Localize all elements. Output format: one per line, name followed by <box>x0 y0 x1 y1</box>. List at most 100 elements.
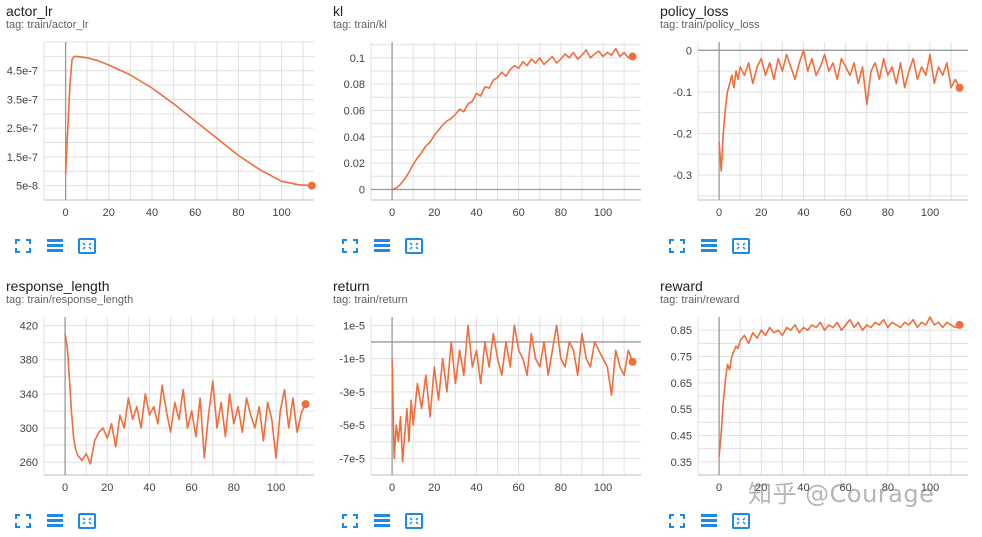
x-tick-label: 60 <box>513 482 525 494</box>
y-tick-label: 0 <box>686 45 692 57</box>
chart-card-actor-lr: actor_lr tag: train/actor_lr 0 20 40 60 80 10… <box>0 0 322 262</box>
chart-title: policy_loss <box>660 3 729 19</box>
fit-domain-icon <box>732 238 750 254</box>
y-tick-label: -3e-5 <box>339 387 365 399</box>
x-tick-label: 20 <box>428 207 440 219</box>
x-tick-label: 100 <box>594 482 612 494</box>
x-tick-label: 20 <box>755 207 767 219</box>
data-table-button[interactable] <box>44 236 66 256</box>
x-tick-label: 80 <box>232 207 244 219</box>
y-tick-label: 0.02 <box>344 158 365 170</box>
x-tick-label: 40 <box>470 482 482 494</box>
x-tick-label: 0 <box>63 207 69 219</box>
series-end-point <box>955 83 964 92</box>
series-end-point <box>955 320 964 329</box>
data-table-button[interactable] <box>698 511 720 531</box>
fullscreen-icon <box>15 239 31 253</box>
chart-title: response_length <box>6 278 110 294</box>
x-tick-label: 60 <box>513 207 525 219</box>
fullscreen-button[interactable] <box>666 511 688 531</box>
y-tick-label: 3.5e-7 <box>7 94 38 106</box>
x-tick-label: 40 <box>797 482 809 494</box>
y-tick-label: 0.45 <box>671 431 692 443</box>
x-tick-label: 0 <box>389 482 395 494</box>
data-table-icon <box>47 239 63 252</box>
data-table-button[interactable] <box>371 511 393 531</box>
fit-domain-button[interactable] <box>730 511 752 531</box>
fit-domain-button[interactable] <box>403 511 425 531</box>
x-tick-label: 100 <box>921 482 939 494</box>
y-tick-label: -1e-5 <box>339 354 365 366</box>
y-tick-label: 4.5e-7 <box>7 66 38 78</box>
line-plot[interactable]: 0 20 40 60 80 100 260 300 340 380 420 <box>0 311 322 499</box>
fit-domain-icon <box>405 513 423 529</box>
x-tick-label: 80 <box>555 207 567 219</box>
fullscreen-button[interactable] <box>339 236 361 256</box>
y-tick-label: 340 <box>20 389 38 401</box>
data-table-icon <box>701 514 717 527</box>
y-tick-label: 0.06 <box>344 105 365 117</box>
fit-domain-icon <box>405 238 423 254</box>
line-plot[interactable]: 0 20 40 60 80 100 -7e-5 -5e-5 -3e-5 -1e-5 1e-5 <box>327 311 649 499</box>
fit-domain-button[interactable] <box>403 236 425 256</box>
chart-title: reward <box>660 278 703 294</box>
y-tick-label: 380 <box>20 355 38 367</box>
data-table-icon <box>47 514 63 527</box>
y-tick-label: 420 <box>20 321 38 333</box>
fullscreen-button[interactable] <box>666 236 688 256</box>
chart-toolbar <box>12 236 98 256</box>
data-table-icon <box>701 239 717 252</box>
fit-domain-button[interactable] <box>76 236 98 256</box>
chart-card-policy-loss: policy_loss tag: train/policy_loss 0 20 40… <box>654 0 976 262</box>
fit-domain-button[interactable] <box>730 236 752 256</box>
x-tick-label: 20 <box>103 207 115 219</box>
y-tick-label: -0.2 <box>673 128 692 140</box>
chart-tag: tag: train/reward <box>660 294 740 306</box>
fullscreen-button[interactable] <box>12 236 34 256</box>
chart-card-reward: reward tag: train/reward 0 20 40 60 80 100 0.3… <box>654 275 976 537</box>
x-tick-label: 80 <box>228 482 240 494</box>
x-tick-label: 40 <box>797 207 809 219</box>
fit-domain-icon <box>732 513 750 529</box>
x-tick-label: 80 <box>555 482 567 494</box>
y-tick-label: 0.35 <box>671 457 692 469</box>
series-line <box>64 55 312 187</box>
line-plot[interactable]: 0 20 40 60 80 100 0.35 0.45 0.55 0.65 0.75 0.85 <box>654 311 976 499</box>
x-tick-label: 60 <box>186 482 198 494</box>
series-line <box>718 316 961 457</box>
line-plot[interactable]: 0 20 40 60 80 100 0 0.02 0.04 0.06 0.08 0.1 <box>327 36 649 224</box>
fit-domain-icon <box>78 238 96 254</box>
chart-tag: tag: train/policy_loss <box>660 19 760 31</box>
line-plot[interactable]: 0 20 40 60 80 100 -0.3 -0.2 -0.1 0 <box>654 36 976 224</box>
data-table-button[interactable] <box>44 511 66 531</box>
line-plot[interactable]: 0 20 40 60 80 100 5e-8 1.5e-7 2.5e-7 3.5e-7 4.5e-7 <box>0 36 322 224</box>
x-tick-label: 20 <box>428 482 440 494</box>
data-table-button[interactable] <box>371 236 393 256</box>
fullscreen-button[interactable] <box>339 511 361 531</box>
x-tick-label: 20 <box>101 482 113 494</box>
series-line <box>391 324 634 463</box>
data-table-button[interactable] <box>698 236 720 256</box>
y-tick-label: -0.3 <box>673 170 692 182</box>
grid <box>43 317 314 475</box>
y-tick-label: 0.55 <box>671 404 692 416</box>
fullscreen-button[interactable] <box>12 511 34 531</box>
x-tick-label: 80 <box>882 482 894 494</box>
chart-title: kl <box>333 3 344 19</box>
chart-tag: tag: train/response_length <box>6 294 134 306</box>
x-tick-label: 40 <box>146 207 158 219</box>
y-tick-label: 0 <box>359 184 365 196</box>
y-tick-label: 0.85 <box>671 325 692 337</box>
chart-card-return: return tag: train/return 0 20 40 60 80 100 -7e… <box>327 275 649 537</box>
x-tick-label: 60 <box>189 207 201 219</box>
fit-domain-button[interactable] <box>76 511 98 531</box>
series-end-point <box>307 181 316 190</box>
fullscreen-icon <box>669 239 685 253</box>
fullscreen-icon <box>342 239 358 253</box>
chart-card-response-length: response_length tag: train/response_leng… <box>0 275 322 537</box>
x-tick-label: 60 <box>840 482 852 494</box>
y-tick-label: 1e-5 <box>343 320 365 332</box>
chart-tag: tag: train/kl <box>333 19 387 31</box>
data-table-icon <box>374 239 390 252</box>
chart-toolbar <box>12 511 98 531</box>
